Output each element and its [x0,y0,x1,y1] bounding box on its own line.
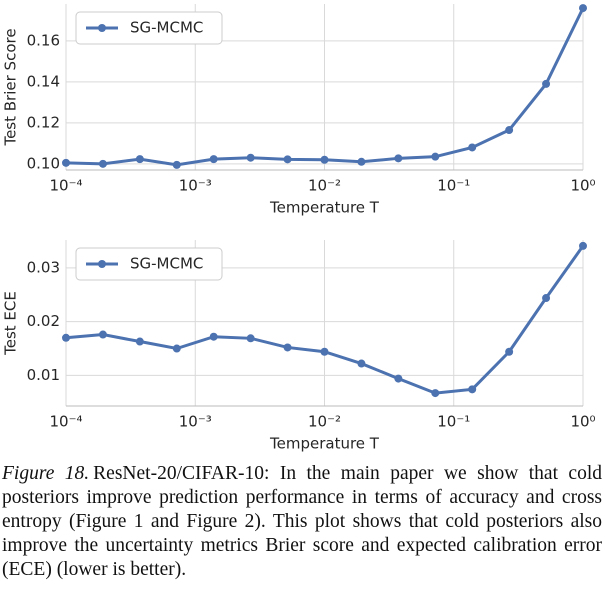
legend-marker [98,260,106,268]
point [283,343,292,352]
legend-box [75,247,223,281]
point [246,153,255,162]
x-tick-label: 10⁻² [308,413,341,431]
y-tick-label: 0.14 [27,72,60,90]
y-tick-label: 0.01 [27,366,60,384]
point [579,241,587,250]
point [542,79,551,88]
point [62,333,70,342]
point [320,347,329,356]
x-axis-label: Temperature T [269,199,380,217]
y-axis-label: Test ECE [2,291,20,356]
point [209,332,218,341]
point [431,389,440,398]
point [579,4,587,13]
point [172,344,181,353]
legend-label: SG-MCMC [130,255,203,273]
legend-label: SG-MCMC [130,19,203,37]
caption-label: Figure 18. [2,463,90,484]
point [505,347,514,356]
y-tick-label: 0.03 [27,258,60,276]
point [320,155,329,164]
y-tick-label: 0.02 [27,312,60,330]
caption: Figure 18. ResNet-20/CIFAR-10: In the mai… [2,462,602,582]
point [468,385,477,394]
point [209,155,218,164]
legend-marker [98,24,106,32]
x-tick-label: 10⁰ [570,413,595,431]
point [357,359,366,368]
point [135,337,144,346]
point [542,294,551,303]
point [62,158,70,167]
point [505,126,514,135]
y-tick-label: 0.12 [27,113,60,131]
point [98,159,107,168]
x-tick-label: 10⁰ [570,177,595,195]
point [357,157,366,166]
point [394,374,403,383]
y-tick-label: 0.16 [27,31,60,49]
point [135,155,144,164]
x-tick-label: 10⁻⁴ [49,413,82,431]
legend-box [75,11,223,45]
x-tick-label: 10⁻¹ [437,413,470,431]
caption-text: ResNet-20/CIFAR-10: In the main paper we… [2,463,602,580]
point [246,334,255,343]
x-tick-label: 10⁻³ [179,413,212,431]
point [394,154,403,163]
x-tick-label: 10⁻² [308,177,341,195]
y-axis-label: Test Brier Score [2,28,20,146]
point [172,160,181,169]
point [98,330,107,339]
x-tick-label: 10⁻⁴ [49,177,82,195]
point [431,152,440,161]
x-tick-label: 10⁻¹ [437,177,470,195]
point [468,143,477,152]
x-tick-label: 10⁻³ [179,177,212,195]
y-tick-label: 0.10 [27,154,60,172]
x-axis-label: Temperature T [269,435,380,453]
point [283,155,292,164]
charts: 10⁻⁴ 10⁻³ 10⁻² 10⁻¹ 10⁰ 0.10 0.12 0.14 0.16 Tempe… [2,4,596,453]
